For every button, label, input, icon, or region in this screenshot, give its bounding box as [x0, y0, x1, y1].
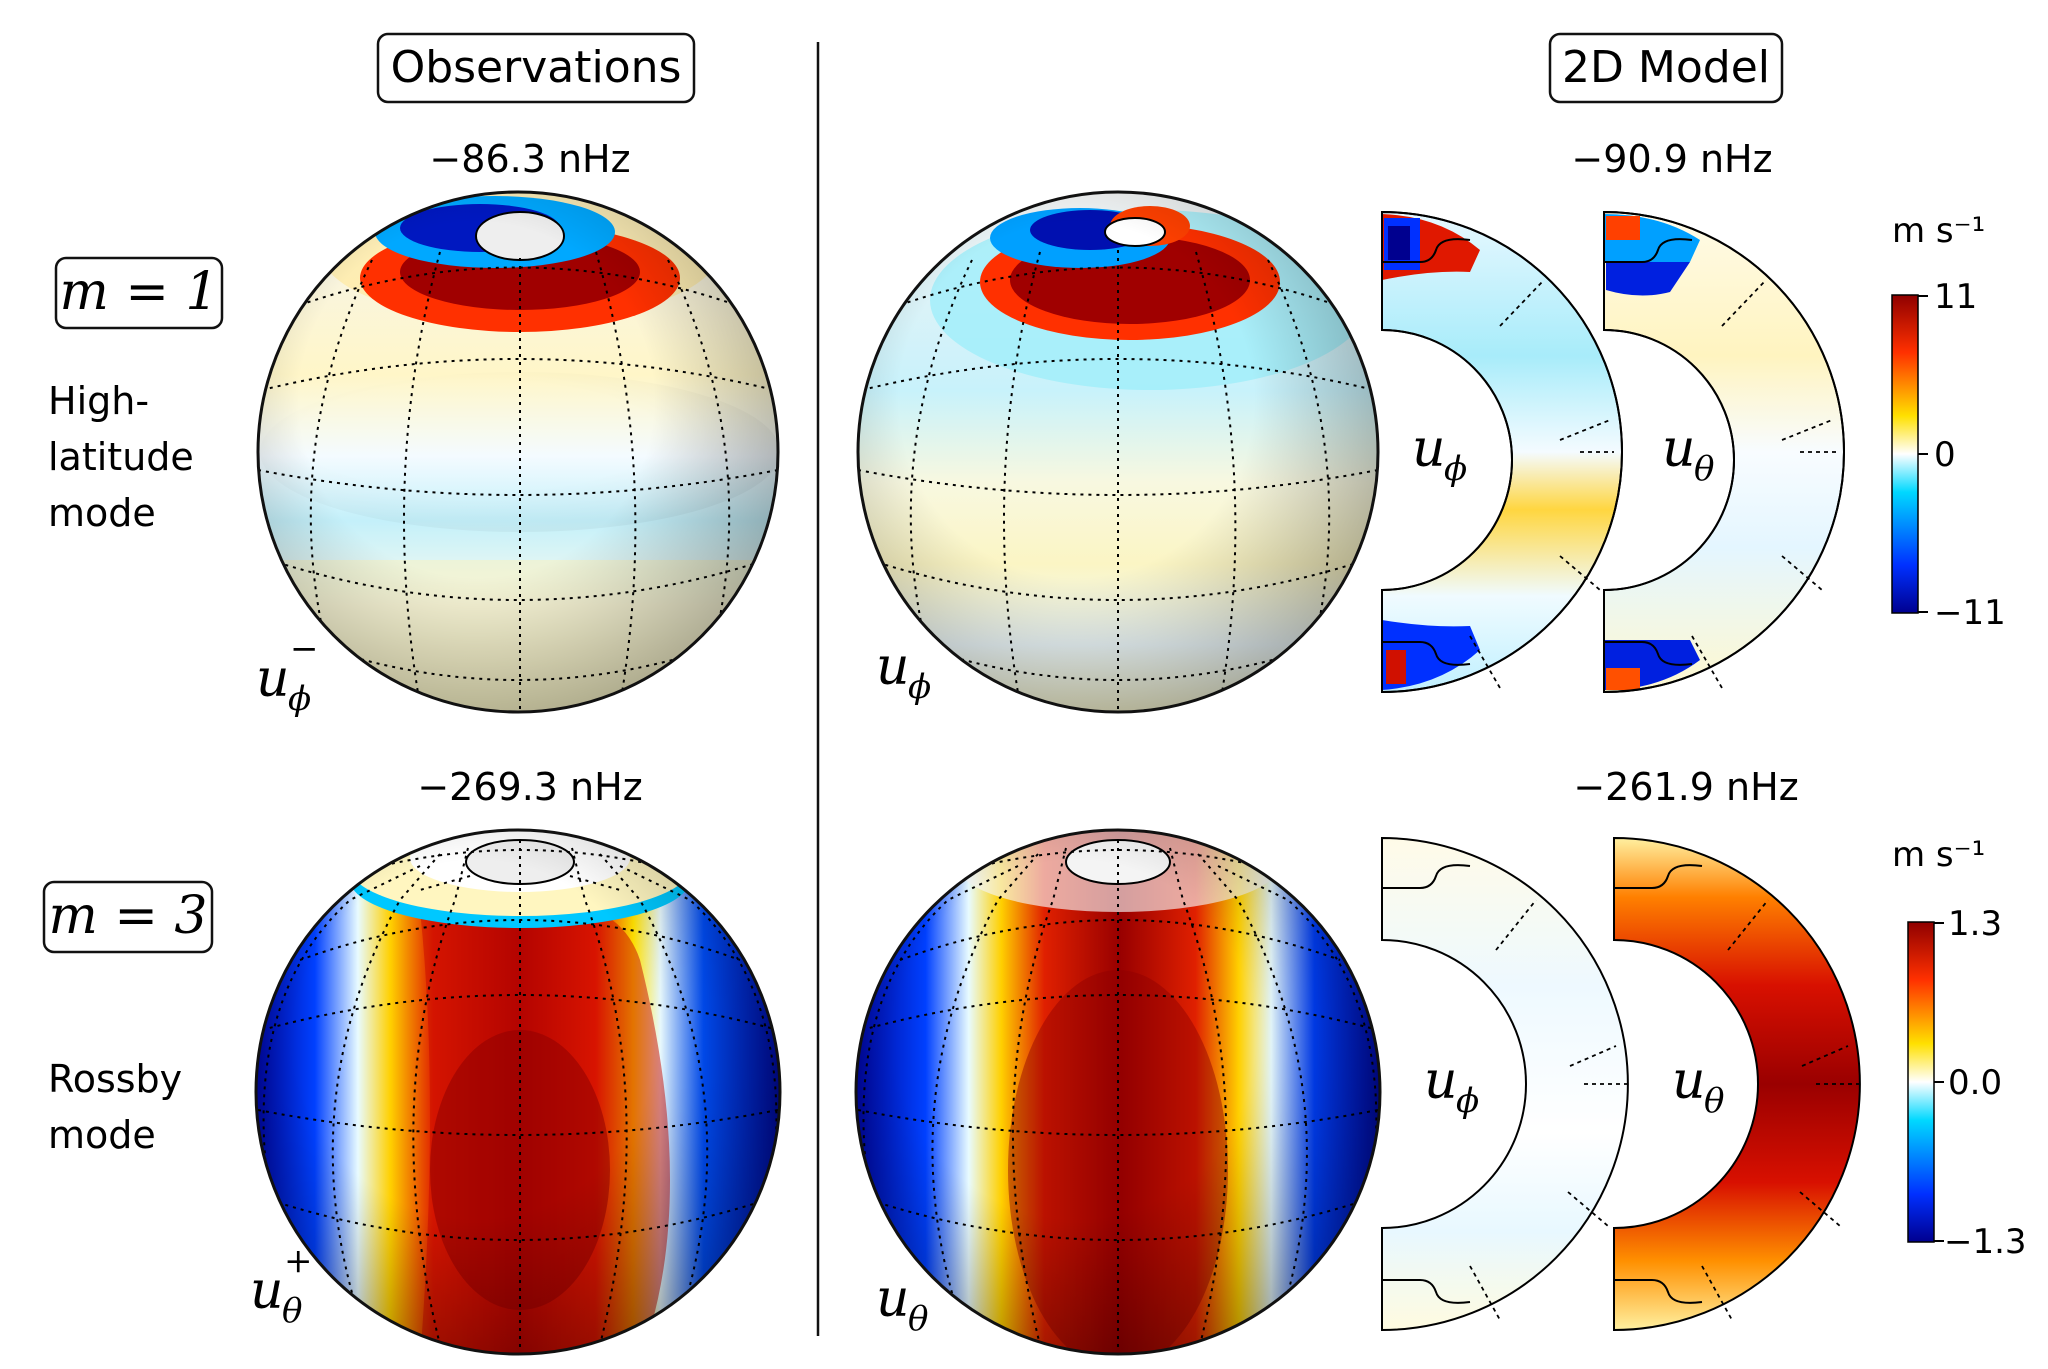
var-sub: θ [1694, 449, 1714, 489]
slice-utheta-m3 [1613, 836, 1861, 1332]
colorbar-m3: m s⁻¹ 1.3 0.0 −1.3 [1892, 835, 2027, 1262]
description-line: Rossby [48, 1057, 182, 1101]
obs-variable-label-m3: u θ + [250, 1241, 313, 1331]
var-base: u [1424, 1051, 1458, 1111]
model-sphere-m1 [856, 190, 1380, 714]
var-sub: ϕ [1444, 449, 1467, 489]
obs-variable-label-m1: u ϕ − [256, 629, 319, 719]
obs-frequency: −86.3 nHz [429, 137, 630, 181]
model-header: 2D Model [1548, 32, 1784, 104]
var-sub: ϕ [1456, 1081, 1479, 1121]
description-line: High- [48, 379, 149, 423]
slice-label-utheta-m1: u θ [1662, 419, 1714, 489]
row1-labels: m = 1 High- latitude mode [48, 256, 224, 535]
obs-frequency: −269.3 nHz [417, 765, 642, 809]
var-sub: ϕ [908, 667, 931, 707]
colorbar-max: 1.3 [1948, 904, 2002, 944]
var-sub: ϕ [288, 679, 311, 719]
colorbar-max: 11 [1934, 277, 1977, 317]
model-variable-label-m3: u θ [876, 1269, 928, 1339]
description-line: mode [48, 1113, 156, 1157]
model-title: 2D Model [1562, 42, 1770, 93]
slice-uphi-m1 [1381, 210, 1623, 694]
colorbar-min: −11 [1934, 593, 2006, 633]
model-variable-label-m1: u ϕ [876, 637, 931, 707]
colorbar-mid: 0 [1934, 435, 1956, 475]
colorbar-min: −1.3 [1944, 1222, 2027, 1262]
slice-label-uphi-m1: u ϕ [1412, 419, 1467, 489]
model-frequency: −261.9 nHz [1573, 765, 1798, 809]
colorbar-m1: m s⁻¹ 11 0 −11 [1891, 211, 2006, 633]
var-base: u [256, 649, 290, 709]
slice-label-utheta-m3: u θ [1672, 1051, 1724, 1121]
var-base: u [1412, 419, 1446, 479]
mode-label-m1: m = 1 [59, 262, 218, 322]
var-sub: θ [282, 1291, 302, 1331]
var-sup: + [284, 1241, 313, 1281]
var-sub: θ [908, 1299, 928, 1339]
model-sphere-m3 [854, 828, 1382, 1356]
var-base: u [876, 1269, 910, 1329]
var-base: u [1662, 419, 1696, 479]
colorbar-unit: m s⁻¹ [1892, 211, 1985, 251]
slice-uphi-m3 [1381, 836, 1629, 1332]
model-frequency: −90.9 nHz [1571, 137, 1772, 181]
description-line: latitude [48, 435, 194, 479]
slice-utheta-m1 [1603, 210, 1845, 694]
row2-labels: m = 3 Rossby mode [42, 880, 214, 1157]
colorbar-unit: m s⁻¹ [1892, 835, 1985, 875]
obs-sphere-m3 [254, 828, 782, 1356]
var-sub: θ [1704, 1081, 1724, 1121]
var-base: u [250, 1261, 284, 1321]
observations-header: Observations [376, 32, 696, 104]
mode-label-m3: m = 3 [48, 886, 207, 946]
description-line: mode [48, 491, 156, 535]
colorbar-mid: 0.0 [1948, 1063, 2002, 1103]
slice-label-uphi-m3: u ϕ [1424, 1051, 1479, 1121]
var-base: u [1672, 1051, 1706, 1111]
var-sup: − [290, 629, 319, 669]
observations-title: Observations [391, 42, 682, 93]
var-base: u [876, 637, 910, 697]
obs-sphere-m1 [256, 190, 780, 714]
